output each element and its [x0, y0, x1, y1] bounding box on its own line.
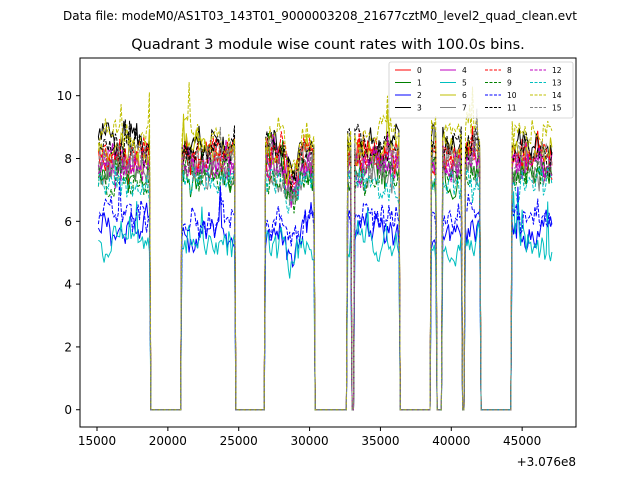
x-tick-label: 40000: [432, 434, 470, 448]
x-tick-label: 20000: [149, 434, 187, 448]
legend-label-5: 5: [462, 78, 467, 87]
legend-frame: [388, 61, 574, 119]
legend-label-9: 9: [507, 78, 512, 87]
legend-label-10: 10: [507, 91, 517, 100]
series-line-9: [97, 139, 553, 411]
legend-label-7: 7: [462, 103, 467, 112]
legend-label-4: 4: [462, 66, 467, 75]
series-line-6: [97, 108, 553, 411]
legend-label-13: 13: [552, 78, 562, 87]
suptitle: Data file: modeM0/AS1T03_143T01_90000032…: [63, 9, 577, 23]
series-line-1: [97, 132, 553, 411]
x-tick-label: 15000: [78, 434, 116, 448]
series-line-12: [98, 133, 553, 411]
legend-label-11: 11: [507, 103, 517, 112]
y-tick-label: 8: [64, 152, 72, 166]
series-line-15: [97, 108, 553, 411]
y-tick-label: 10: [57, 89, 72, 103]
y-tick-label: 4: [64, 278, 72, 292]
y-tick-label: 0: [64, 403, 72, 417]
series-line-2: [97, 186, 553, 411]
axes-layer: 15000 20000 25000 30000 35000 40000 45000 0 2 4 6 8…: [57, 89, 542, 448]
series-line-7: [97, 122, 553, 411]
y-tick-label: 6: [64, 215, 72, 229]
series-line-0: [97, 126, 553, 411]
plot-frame: [79, 57, 577, 428]
series-line-13: [97, 165, 553, 411]
series-line-4: [97, 133, 553, 411]
legend-label-14: 14: [552, 91, 562, 100]
legend-label-3: 3: [417, 103, 422, 112]
x-offset-label: +3.076e8: [517, 455, 576, 469]
x-tick-label: 45000: [503, 434, 541, 448]
legend-label-0: 0: [417, 66, 422, 75]
legend-label-1: 1: [417, 78, 422, 87]
x-tick-label: 35000: [361, 434, 399, 448]
series-line-3: [97, 120, 553, 411]
legend-label-6: 6: [462, 91, 467, 100]
legend-label-12: 12: [552, 66, 562, 75]
series-line-5: [98, 191, 553, 411]
series-line-14: [97, 82, 553, 411]
y-tick-label: 2: [64, 340, 72, 354]
series-layer: [97, 82, 553, 411]
legend-label-8: 8: [507, 66, 512, 75]
series-line-10: [97, 178, 553, 411]
chart-title: Quadrant 3 module wise count rates with …: [131, 37, 525, 53]
legend-label-2: 2: [417, 91, 422, 100]
x-tick-label: 30000: [290, 434, 328, 448]
series-line-8: [98, 129, 553, 411]
x-tick-label: 25000: [220, 434, 258, 448]
series-line-11: [97, 119, 553, 411]
legend-label-15: 15: [552, 103, 562, 112]
